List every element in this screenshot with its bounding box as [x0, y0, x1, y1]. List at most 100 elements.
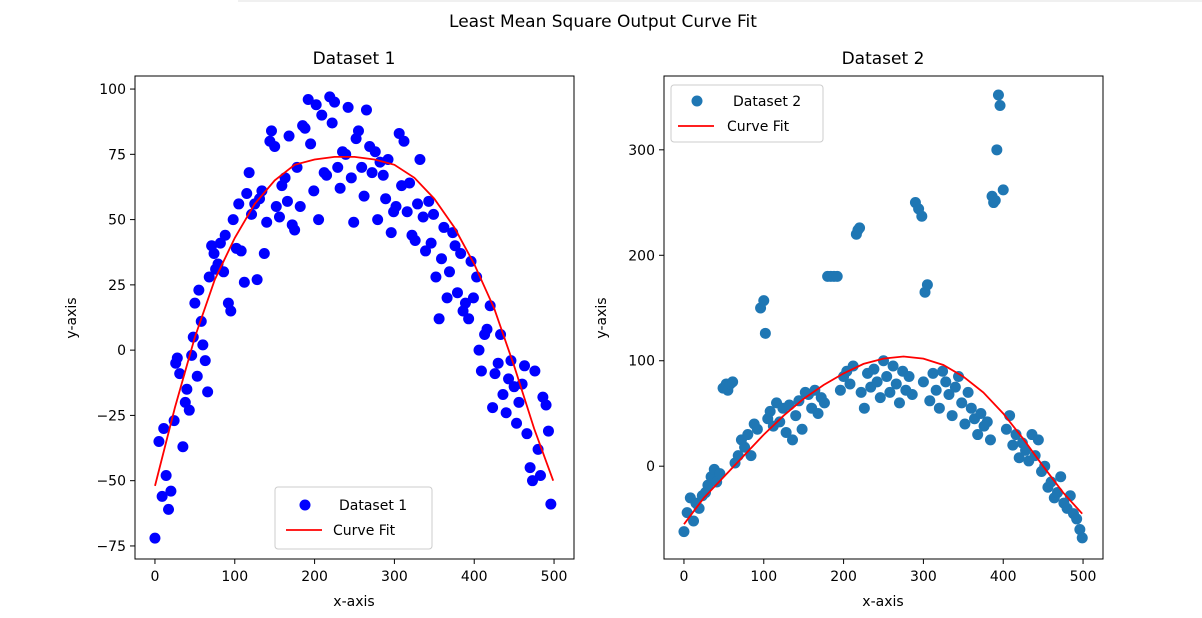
- p1-scatter-point-65: [308, 185, 320, 197]
- p1-scatter-point-63: [302, 93, 314, 105]
- p1-scatter-point-41: [246, 208, 258, 220]
- p2-scatter-point-107: [992, 89, 1004, 101]
- p2-scatter-point-79: [916, 210, 928, 222]
- figure-suptitle: Least Mean Square Output Curve Fit: [449, 12, 757, 32]
- p1-scatter-point-46: [258, 248, 270, 260]
- p1-scatter-point-108: [423, 195, 435, 207]
- p2-scatter-point-89: [943, 388, 955, 400]
- p1-xtick-label-0: 0: [150, 569, 159, 585]
- p2-scatter-point-87: [937, 365, 949, 377]
- p2-scatter-point-134: [1076, 532, 1088, 544]
- p2-curve-fit-line: [683, 355, 1083, 525]
- p1-scatter-point-6: [165, 485, 177, 497]
- p2-scatter-point-91: [949, 381, 961, 393]
- p2-scatter-point-35: [780, 426, 792, 438]
- p1-ytick-label-3: 0: [117, 343, 126, 359]
- panel-2-marks: [678, 89, 1088, 544]
- panel-2-axes-frame: [663, 75, 1104, 560]
- legend-dataset-1-marker: [299, 499, 311, 511]
- p1-scatter-point-114: [438, 221, 450, 233]
- p1-scatter-point-49: [265, 125, 277, 137]
- legend-curve-fit-label: Curve Fit: [333, 523, 396, 539]
- p1-scatter-point-64: [305, 138, 317, 150]
- panel-1-ticks: 0 100 200 300 400 500 −75 −50 −25 0 25 50 75 100: [96, 82, 567, 585]
- p2-scatter-point-80: [917, 376, 929, 388]
- panel-2-title: Dataset 2: [842, 49, 925, 69]
- p1-scatter-point-94: [385, 227, 397, 239]
- p1-scatter-point-79: [345, 172, 357, 184]
- top-border-line: [238, 0, 1202, 2]
- p1-scatter-point-150: [534, 469, 546, 481]
- p1-scatter-point-144: [519, 360, 531, 372]
- p2-scatter-point-40: [796, 423, 808, 435]
- p2-scatter-point-66: [874, 392, 886, 404]
- p1-scatter-point-3: [158, 422, 170, 434]
- p1-scatter-point-153: [542, 425, 554, 437]
- p1-scatter-point-138: [503, 373, 515, 385]
- p2-scatter-point-17: [727, 376, 739, 388]
- p1-scatter-point-75: [334, 182, 346, 194]
- p1-scatter-point-91: [377, 169, 389, 181]
- p2-xtick-label-5: 500: [1070, 569, 1097, 585]
- p1-scatter-point-33: [225, 305, 237, 317]
- p2-scatter-point-61: [858, 402, 870, 414]
- p2-scatter-point-126: [1052, 487, 1064, 499]
- panel-dataset-2: Dataset 2 0 100 200 300 400 500 0 100 200 300 x-a…: [594, 49, 1104, 610]
- p1-scatter-point-74: [332, 161, 344, 173]
- panel-1-marks: [149, 91, 557, 544]
- p2-scatter-point-36: [783, 399, 795, 411]
- p1-scatter-point-70: [321, 169, 333, 181]
- p1-xtick-label-1: 100: [221, 569, 248, 585]
- p2-scatter-point-101: [981, 416, 993, 428]
- p1-scatter-point-111: [430, 271, 442, 283]
- p2-scatter-point-82: [921, 279, 933, 291]
- p2-xtick-label-2: 200: [830, 569, 857, 585]
- p1-scatter-point-147: [526, 475, 538, 487]
- p1-scatter-point-101: [404, 177, 416, 189]
- p2-scatter-point-5: [693, 502, 705, 514]
- p1-scatter-point-131: [484, 300, 496, 312]
- p2-scatter-point-11: [711, 476, 723, 488]
- p1-scatter-point-130: [481, 323, 493, 335]
- p2-scatter-point-132: [1071, 513, 1083, 525]
- legend-curve-fit-label-2: Curve Fit: [727, 119, 790, 135]
- p2-scatter-point-94: [959, 418, 971, 430]
- p2-scatter-point-85: [930, 384, 942, 396]
- p2-scatter-point-75: [903, 371, 915, 383]
- p2-scatter-point-22: [742, 429, 754, 441]
- p1-scatter-point-47: [261, 216, 273, 228]
- p1-scatter-point-85: [360, 104, 372, 116]
- p1-scatter-point-37: [235, 245, 247, 257]
- panel-1-title: Dataset 1: [313, 49, 396, 69]
- p2-scatter-point-0: [678, 526, 690, 538]
- p2-scatter-point-83: [924, 395, 936, 407]
- p1-scatter-point-26: [208, 248, 220, 260]
- p2-scatter-point-23: [745, 450, 757, 462]
- panel-2-legend-box: [670, 84, 824, 143]
- p2-scatter-point-37: [787, 434, 799, 446]
- p2-scatter-point-30: [764, 405, 776, 417]
- p1-scatter-point-36: [233, 198, 245, 210]
- p1-scatter-point-133: [489, 368, 501, 380]
- p2-scatter-point-27: [758, 295, 770, 307]
- panel-1-xlabel: x-axis: [333, 594, 374, 610]
- p1-scatter-point-115: [441, 292, 453, 304]
- legend-dataset-2-marker: [691, 95, 703, 107]
- p1-scatter-point-39: [241, 187, 253, 199]
- p1-scatter-point-127: [473, 344, 485, 356]
- p1-scatter-point-9: [171, 352, 183, 364]
- p2-xtick-label-3: 300: [910, 569, 937, 585]
- p2-scatter-point-25: [751, 423, 763, 435]
- p2-scatter-point-108: [994, 100, 1006, 112]
- p2-scatter-point-99: [975, 407, 987, 419]
- p1-scatter-point-54: [279, 172, 291, 184]
- p2-scatter-point-133: [1074, 523, 1086, 535]
- p1-ytick-label-0: −75: [96, 539, 126, 555]
- p1-scatter-point-45: [256, 185, 268, 197]
- p1-scatter-point-122: [459, 297, 471, 309]
- p2-scatter-point-110: [1000, 423, 1012, 435]
- p1-scatter-point-87: [366, 167, 378, 179]
- p2-scatter-point-127: [1055, 471, 1067, 483]
- p1-scatter-point-77: [340, 148, 352, 160]
- p1-scatter-point-84: [358, 190, 370, 202]
